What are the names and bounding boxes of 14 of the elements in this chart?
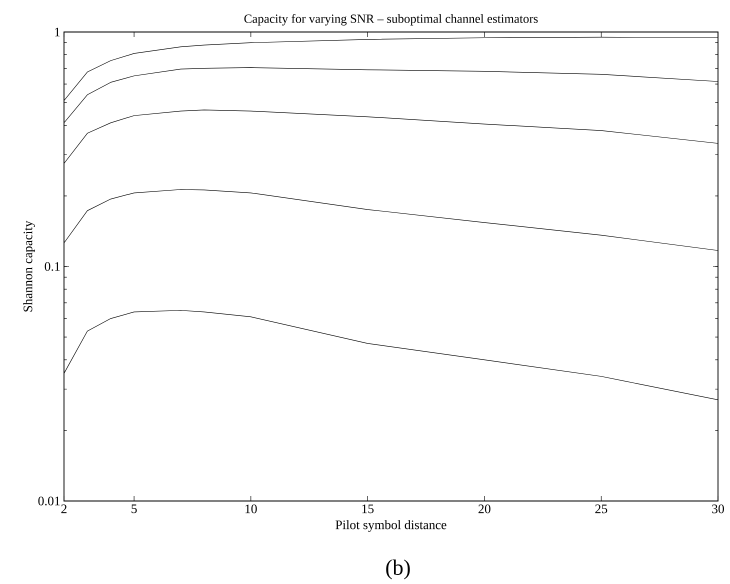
x-tick-label: 20 bbox=[478, 504, 490, 514]
x-tick-label: 10 bbox=[246, 504, 257, 514]
x-tick-label: 5 bbox=[132, 504, 137, 514]
y-axis-title: Shannon capacity bbox=[23, 220, 35, 312]
chart-title: Capacity for varying SNR – suboptimal channel estimators bbox=[244, 14, 538, 26]
x-tick-label: 25 bbox=[595, 504, 608, 514]
y-tick-label: 0.01 bbox=[38, 496, 60, 506]
x-tick-label: 15 bbox=[362, 504, 374, 514]
y-tick-label: 0.1 bbox=[44, 262, 60, 271]
x-tick-label: 2 bbox=[61, 504, 67, 514]
y-tick-label: 1 bbox=[55, 28, 60, 36]
x-axis-title: Pilot symbol distance bbox=[336, 520, 446, 532]
text: (b) bbox=[386, 560, 410, 580]
x-tick-label: 30 bbox=[712, 504, 724, 514]
